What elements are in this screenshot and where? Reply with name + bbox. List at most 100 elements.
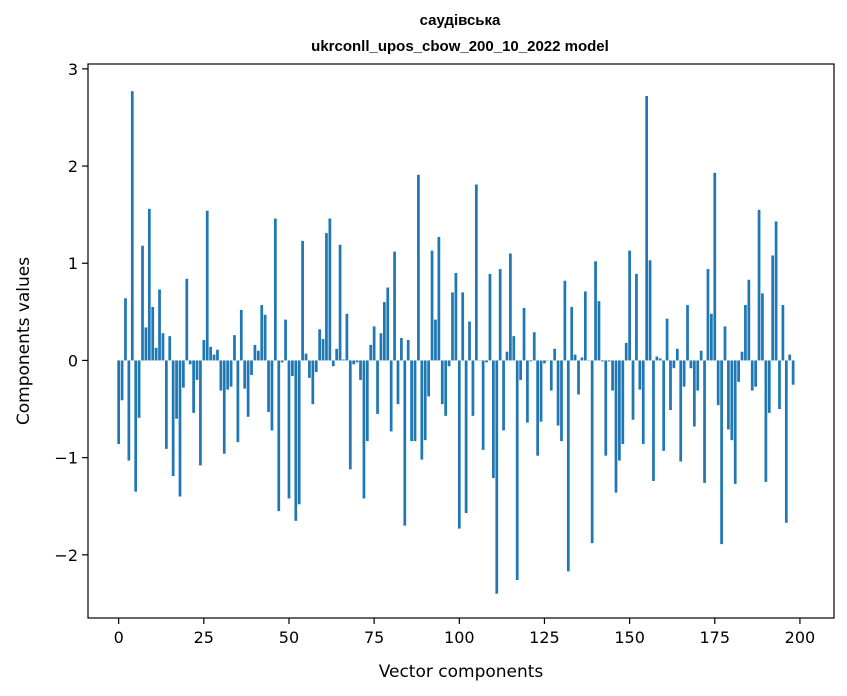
bar-86 [410,360,413,442]
bar-29 [216,349,219,361]
x-tick-label-5: 125 [529,628,560,647]
x-tick-label-4: 100 [444,628,475,647]
bar-179 [727,360,730,430]
bar-5 [134,360,138,492]
bar-177 [720,360,723,545]
bar-159 [658,358,662,361]
bar-143 [604,360,608,456]
bar-43 [263,314,267,361]
bar-130 [560,360,563,442]
bar-61 [325,233,328,361]
bar-95 [440,360,444,405]
bar-0 [117,360,121,445]
bar-121 [529,360,533,362]
bar-51 [291,360,294,376]
bar-96 [444,360,448,416]
bar-164 [675,348,679,361]
bar-156 [648,260,652,361]
bar-2 [124,298,127,361]
bar-141 [597,301,601,361]
bar-182 [737,360,740,382]
bar-102 [464,360,468,514]
x-tick-label-8: 200 [785,628,816,647]
bar-105 [474,184,478,361]
bar-35 [236,360,240,443]
bar-18 [178,360,182,497]
bar-176 [716,360,720,406]
bar-54 [301,240,304,361]
bar-135 [577,360,580,395]
bar-165 [679,360,683,462]
bar-93 [434,319,437,361]
bar-183 [740,351,744,361]
bar-66 [342,359,345,361]
bar-76 [376,360,379,414]
bar-55 [304,353,308,361]
bar-4 [130,91,134,361]
bar-90 [423,360,427,441]
bar-157 [652,360,655,481]
x-axis-label: Vector components [379,662,544,682]
bar-21 [188,360,192,365]
bar-122 [532,332,536,361]
bar-151 [631,360,635,420]
bar-100 [457,360,461,529]
bar-73 [365,360,369,442]
bar-88 [417,174,420,361]
bar-142 [601,360,604,362]
bar-178 [723,326,727,361]
bar-84 [403,360,407,526]
bars-group [117,91,795,594]
bar-94 [437,237,441,361]
bar-63 [331,360,335,367]
bar-163 [672,360,676,369]
bar-15 [168,336,172,361]
bar-83 [400,338,403,361]
bar-187 [754,360,758,387]
bar-153 [638,360,642,390]
bar-112 [498,269,502,361]
bar-82 [396,360,400,405]
bar-11 [154,347,158,361]
bar-191 [767,360,771,413]
bar-45 [270,360,274,431]
x-tick-label-2: 50 [279,628,299,647]
bar-162 [669,360,672,411]
bar-181 [733,360,737,484]
bar-124 [539,360,543,422]
bar-195 [781,305,785,361]
bar-31 [222,360,226,454]
bar-33 [229,360,233,387]
bar-123 [536,360,540,456]
bar-188 [757,209,761,361]
bar-98 [451,292,454,361]
bar-161 [665,318,669,361]
bar-9 [147,208,151,361]
bar-28 [212,354,216,361]
bar-149 [624,342,628,361]
bar-62 [328,218,332,361]
bar-97 [447,360,451,367]
plot-frame [87,63,835,619]
bar-129 [556,360,560,426]
x-tick-label-1: 25 [194,628,214,647]
bar-154 [641,360,645,445]
bar-30 [219,360,223,391]
bar-103 [468,321,471,361]
bar-71 [359,360,362,380]
bar-36 [239,309,243,361]
bar-127 [549,360,553,391]
bar-155 [645,96,649,361]
bar-8 [144,327,148,361]
x-tick-label-0: 0 [114,628,124,647]
bar-17 [175,360,178,419]
bar-85 [406,340,410,361]
bar-72 [362,360,366,499]
bar-49 [284,319,287,361]
bar-152 [635,273,638,361]
bar-19 [182,360,185,388]
y-axis-label: Components values [14,257,34,425]
y-tick-label-4: 2 [68,157,78,176]
bar-58 [314,360,318,373]
